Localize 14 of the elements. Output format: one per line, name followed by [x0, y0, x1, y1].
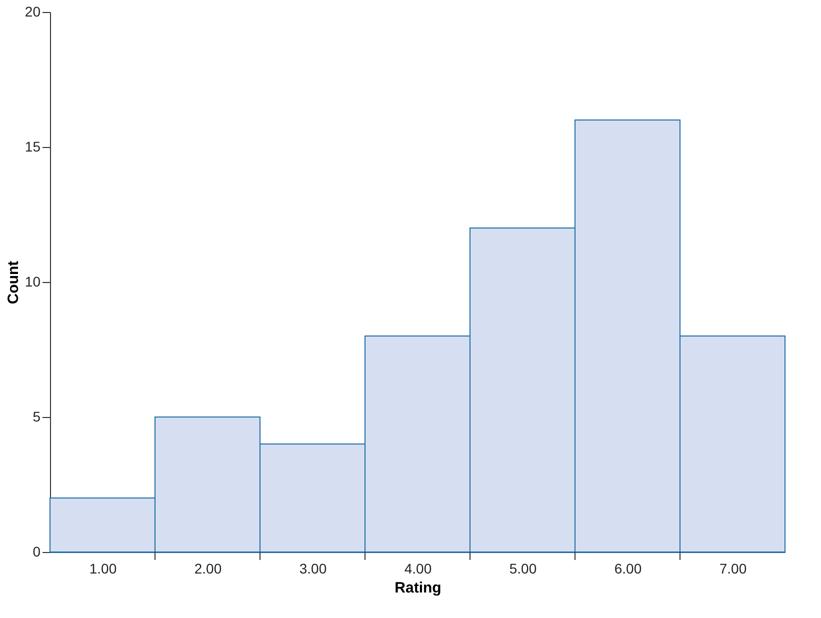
x-tick-label: 7.00: [719, 560, 747, 576]
x-tick-label: 6.00: [614, 560, 642, 576]
x-tick-label: 3.00: [299, 560, 327, 576]
y-axis-title: Count: [4, 260, 22, 304]
y-tick-label: 10: [24, 274, 41, 290]
x-tick-label: 5.00: [509, 560, 537, 576]
x-tick-label: 4.00: [404, 560, 432, 576]
y-tick-label: 0: [32, 544, 41, 560]
x-tick-label: 2.00: [194, 560, 222, 576]
y-tick-label: 20: [24, 4, 41, 20]
y-tick-label: 15: [24, 138, 41, 154]
x-axis-title: Rating: [394, 580, 442, 596]
x-tick-label: 1.00: [89, 560, 117, 576]
y-tick-label: 5: [32, 408, 41, 424]
